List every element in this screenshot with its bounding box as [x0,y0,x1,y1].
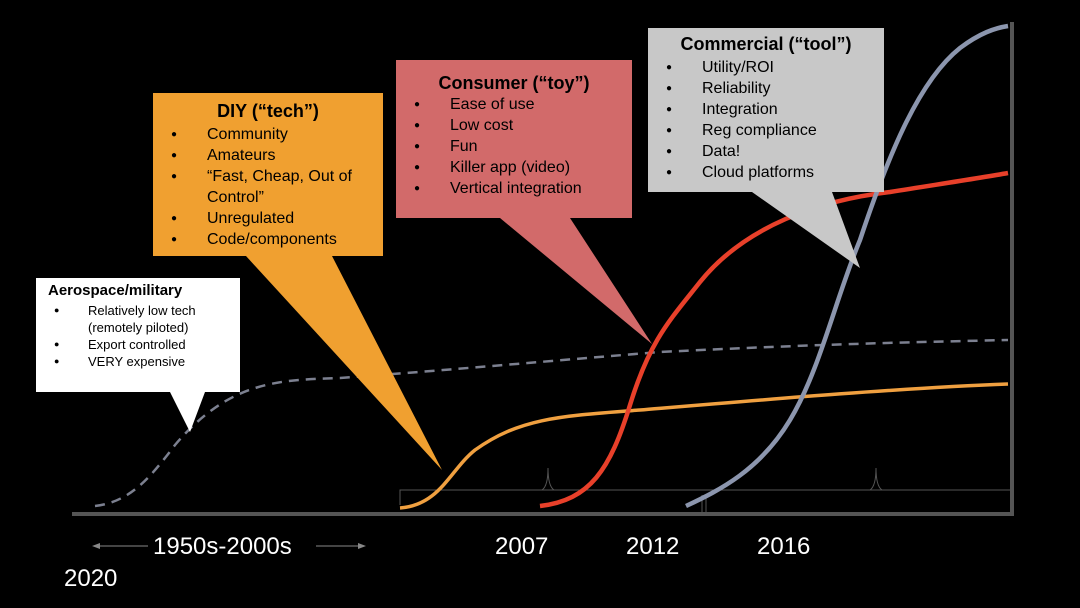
era-arrow-left-head [92,543,100,549]
bracket-tick-2007 [541,467,555,491]
list-item: Data! [648,141,884,162]
diy-orange-curve [399,382,1009,510]
list-item: Relatively low tech (remotely piloted) [36,302,239,336]
list-item: Ease of use [396,94,632,115]
commercial-callout: Commercial (“tool”) Utility/ROI Reliabil… [648,28,884,183]
year-2007-label: 2007 [495,533,549,560]
aerospace-title: Aerospace/military [48,282,183,299]
year-2020-label: 2020 [64,565,118,592]
list-item: Reliability [648,78,884,99]
consumer-red-curve [539,170,1009,509]
list-item: Killer app (video) [396,157,632,178]
commercial-blue-curve [685,23,1009,509]
commercial-list: Utility/ROI Reliability Integration Reg … [648,57,884,183]
aerospace-list: Relatively low tech (remotely piloted) E… [36,302,239,370]
list-item: Community [153,124,383,145]
consumer-list: Ease of use Low cost Fun Killer app (vid… [396,94,632,199]
list-item: Amateurs [153,145,383,166]
list-item: Low cost [396,115,632,136]
list-item: Integration [648,99,884,120]
diy-list: Community Amateurs “Fast, Cheap, Out of … [153,124,383,250]
year-2012-label: 2012 [626,533,680,560]
diy-title: DIY (“tech”) [217,101,319,121]
list-item: Code/components [153,229,383,250]
list-item: Cloud platforms [648,162,884,183]
bracket-tick-2020 [869,467,883,491]
list-item: VERY expensive [36,353,239,370]
consumer-callout: Consumer (“toy”) Ease of use Low cost Fu… [396,60,632,199]
era-label: 1950s-2000s [153,533,292,560]
list-item: Utility/ROI [648,57,884,78]
list-item: “Fast, Cheap, Out of Control” [153,166,383,208]
list-item: Reg compliance [648,120,884,141]
diy-callout: DIY (“tech”) Community Amateurs “Fast, C… [153,93,383,250]
aerospace-dashed-curve [94,338,1009,508]
list-item: Fun [396,136,632,157]
list-item: Export controlled [36,336,239,353]
commercial-title: Commercial (“tool”) [680,34,852,54]
consumer-title: Consumer (“toy”) [438,73,590,93]
year-2016-label: 2016 [757,533,811,560]
timeline-bracket [399,489,1012,505]
list-item: Vertical integration [396,178,632,199]
era-arrow-right-head [358,543,366,549]
list-item: Unregulated [153,208,383,229]
aerospace-callout: Aerospace/military Relatively low tech (… [36,282,239,370]
